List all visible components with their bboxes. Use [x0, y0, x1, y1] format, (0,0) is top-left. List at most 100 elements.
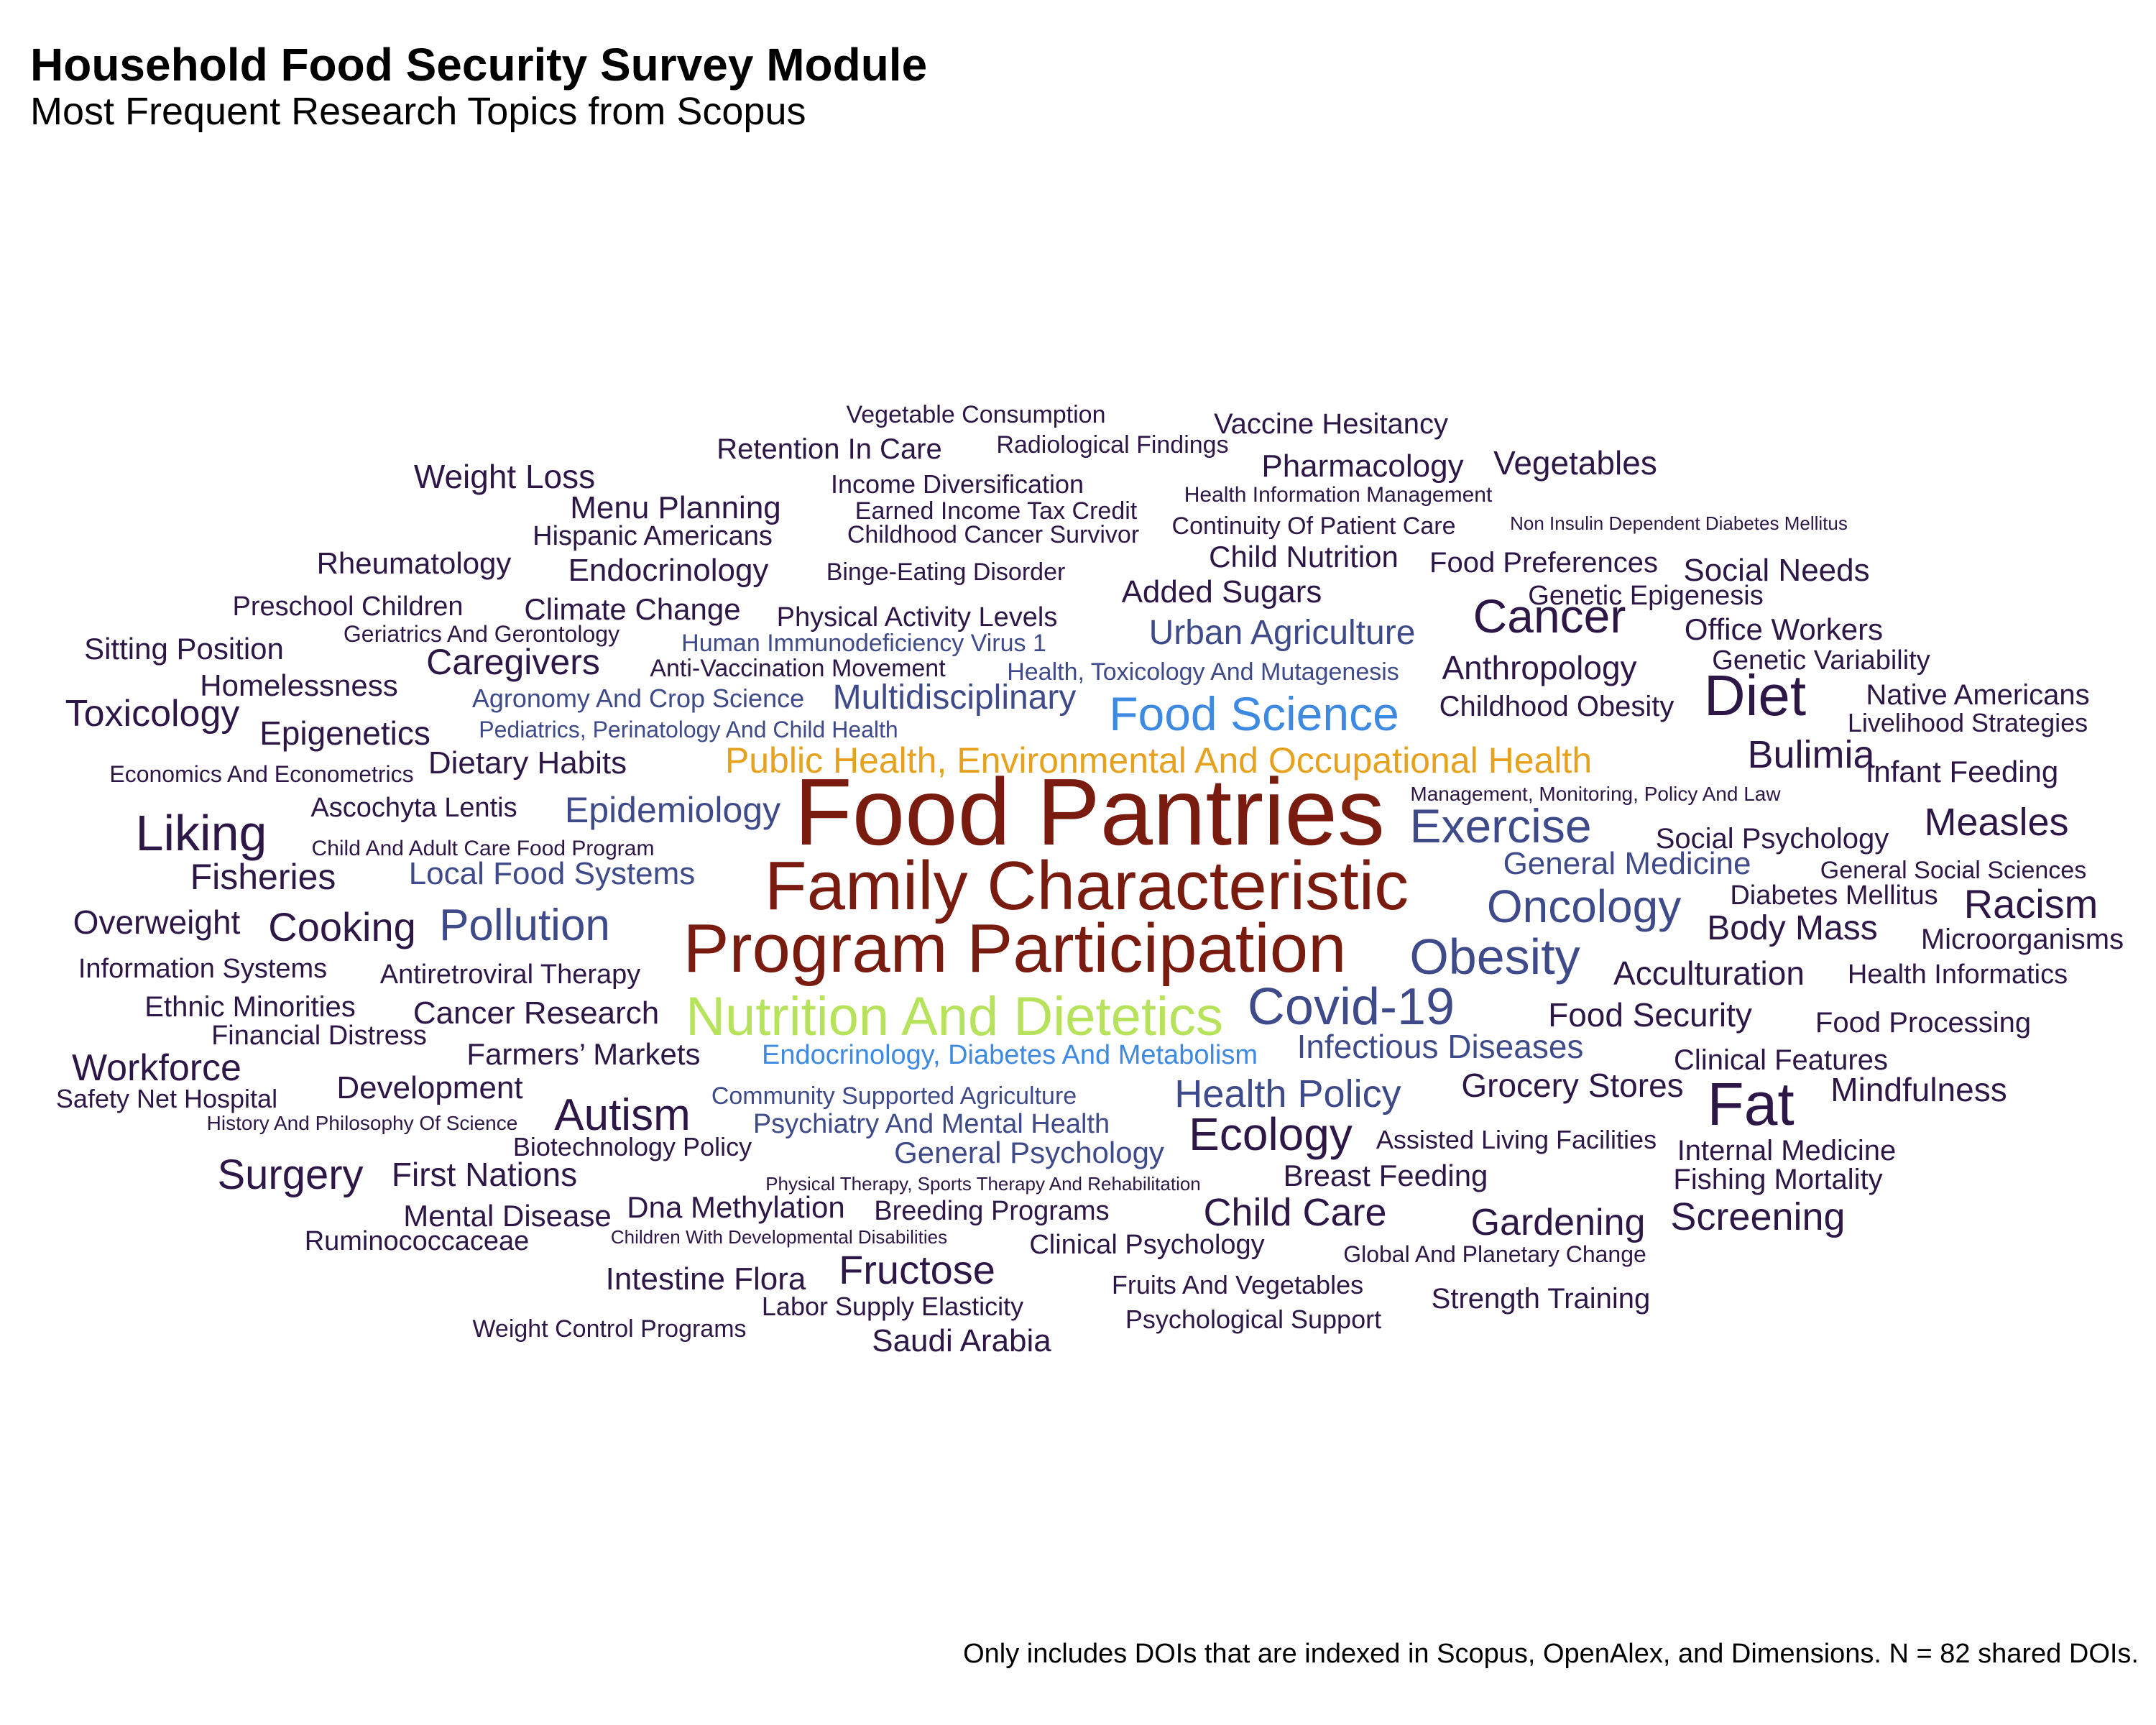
word-pediatrics-perinatology-and-child-health: Pediatrics, Perinatology And Child Healt… [479, 717, 898, 742]
word-preschool-children: Preschool Children [232, 592, 463, 622]
chart-subtitle: Most Frequent Research Topics from Scopu… [30, 90, 806, 133]
word-retention-in-care: Retention In Care [717, 433, 942, 465]
word-local-food-systems: Local Food Systems [409, 856, 696, 891]
word-diabetes-mellitus: Diabetes Mellitus [1730, 880, 1938, 911]
word-saudi-arabia: Saudi Arabia [872, 1323, 1051, 1358]
word-acculturation: Acculturation [1613, 954, 1805, 992]
word-intestine-flora: Intestine Flora [606, 1261, 806, 1297]
word-mindfulness: Mindfulness [1830, 1071, 2007, 1108]
word-added-sugars: Added Sugars [1122, 574, 1322, 610]
word-overweight: Overweight [73, 903, 241, 941]
word-food-preferences: Food Preferences [1429, 547, 1658, 579]
word-general-medicine: General Medicine [1503, 846, 1751, 881]
word-genetic-variability: Genetic Variability [1712, 645, 1930, 676]
word-screening: Screening [1670, 1195, 1845, 1238]
word-physical-activity-levels: Physical Activity Levels [777, 602, 1058, 632]
word-income-diversification: Income Diversification [831, 469, 1084, 499]
word-binge-eating-disorder: Binge-Eating Disorder [826, 558, 1066, 586]
word-labor-supply-elasticity: Labor Supply Elasticity [762, 1292, 1023, 1321]
word-grocery-stores: Grocery Stores [1461, 1067, 1683, 1104]
word-homelessness: Homelessness [200, 668, 397, 702]
word-anti-vaccination-movement: Anti-Vaccination Movement [650, 655, 946, 682]
word-dietary-habits: Dietary Habits [428, 745, 627, 781]
word-general-social-sciences: General Social Sciences [1820, 857, 2086, 884]
word-epidemiology: Epidemiology [565, 790, 780, 830]
word-clinical-psychology: Clinical Psychology [1029, 1230, 1264, 1260]
word-anthropology: Anthropology [1442, 649, 1636, 686]
word-fructose: Fructose [839, 1247, 995, 1292]
word-first-nations: First Nations [392, 1156, 577, 1193]
word-gardening: Gardening [1471, 1202, 1646, 1243]
word-health-information-management: Health Information Management [1184, 483, 1493, 507]
word-cancer: Cancer [1473, 589, 1626, 643]
word-children-with-developmental-disabilities: Children With Developmental Disabilities [611, 1226, 947, 1248]
word-cooking: Cooking [268, 904, 415, 949]
word-pharmacology: Pharmacology [1261, 448, 1463, 484]
word-food-pantries: Food Pantries [794, 759, 1385, 865]
word-climate-change: Climate Change [524, 592, 740, 626]
word-fruits-and-vegetables: Fruits And Vegetables [1112, 1270, 1363, 1300]
word-microorganisms: Microorganisms [1921, 924, 2124, 955]
word-general-psychology: General Psychology [894, 1136, 1164, 1169]
word-nutrition-and-dietetics: Nutrition And Dietetics [686, 986, 1223, 1047]
word-caregivers: Caregivers [426, 642, 600, 682]
word-geriatrics-and-gerontology: Geriatrics And Gerontology [344, 621, 619, 647]
word-ecology: Ecology [1189, 1108, 1353, 1160]
word-exercise: Exercise [1409, 799, 1591, 852]
word-biotechnology-policy: Biotechnology Policy [513, 1132, 752, 1162]
word-menu-planning: Menu Planning [570, 490, 781, 525]
word-toxicology: Toxicology [65, 693, 240, 735]
word-safety-net-hospital: Safety Net Hospital [56, 1084, 277, 1113]
word-weight-loss: Weight Loss [414, 458, 595, 495]
word-pollution: Pollution [439, 901, 610, 950]
word-fisheries: Fisheries [190, 857, 336, 897]
word-radiological-findings: Radiological Findings [996, 431, 1228, 459]
word-endocrinology-diabetes-and-metabolism: Endocrinology, Diabetes And Metabolism [762, 1040, 1258, 1070]
word-psychological-support: Psychological Support [1125, 1305, 1381, 1334]
word-information-systems: Information Systems [78, 954, 327, 984]
word-rheumatology: Rheumatology [317, 546, 512, 580]
word-sitting-position: Sitting Position [84, 632, 284, 666]
word-psychiatry-and-mental-health: Psychiatry And Mental Health [753, 1109, 1110, 1139]
word-social-needs: Social Needs [1683, 553, 1869, 588]
word-continuity-of-patient-care: Continuity Of Patient Care [1172, 512, 1456, 540]
word-genetic-epigenesis: Genetic Epigenesis [1528, 581, 1763, 611]
word-oncology: Oncology [1487, 880, 1681, 932]
word-family-characteristic: Family Characteristic [765, 847, 1409, 924]
word-breeding-programs: Breeding Programs [874, 1196, 1109, 1226]
word-social-psychology: Social Psychology [1656, 823, 1889, 855]
word-food-science: Food Science [1109, 687, 1399, 740]
word-farmers-markets: Farmers’ Markets [466, 1037, 700, 1071]
word-urban-agriculture: Urban Agriculture [1149, 614, 1416, 652]
word-fishing-mortality: Fishing Mortality [1673, 1164, 1882, 1195]
word-covid-19: Covid-19 [1248, 978, 1455, 1036]
word-ethnic-minorities: Ethnic Minorities [144, 991, 355, 1023]
word-fat: Fat [1707, 1070, 1794, 1138]
word-non-insulin-dependent-diabetes-mellitus: Non Insulin Dependent Diabetes Mellitus [1510, 512, 1848, 534]
word-economics-and-econometrics: Economics And Econometrics [109, 761, 413, 787]
word-diet: Diet [1704, 663, 1806, 727]
word-history-and-philosophy-of-science: History And Philosophy Of Science [207, 1112, 518, 1134]
word-earned-income-tax-credit: Earned Income Tax Credit [855, 497, 1138, 525]
word-racism: Racism [1964, 881, 2099, 926]
word-multidisciplinary: Multidisciplinary [833, 678, 1077, 717]
word-ruminococcaceae: Ruminococcaceae [305, 1226, 530, 1256]
word-child-nutrition: Child Nutrition [1209, 540, 1399, 574]
word-obesity: Obesity [1409, 929, 1580, 985]
word-health-informatics: Health Informatics [1848, 960, 2068, 990]
word-mental-disease: Mental Disease [403, 1199, 611, 1233]
word-surgery: Surgery [217, 1151, 363, 1198]
word-agronomy-and-crop-science: Agronomy And Crop Science [472, 684, 804, 713]
word-weight-control-programs: Weight Control Programs [472, 1315, 746, 1343]
word-cancer-research: Cancer Research [413, 995, 659, 1031]
word-epigenetics: Epigenetics [259, 714, 430, 752]
word-financial-distress: Financial Distress [211, 1021, 427, 1051]
word-management-monitoring-policy-and-law: Management, Monitoring, Policy And Law [1410, 783, 1781, 805]
word-infectious-diseases: Infectious Diseases [1297, 1028, 1584, 1065]
word-assisted-living-facilities: Assisted Living Facilities [1376, 1125, 1657, 1154]
word-breast-feeding: Breast Feeding [1284, 1159, 1488, 1192]
word-health-policy: Health Policy [1174, 1072, 1401, 1116]
word-antiretroviral-therapy: Antiretroviral Therapy [380, 960, 641, 990]
word-workforce: Workforce [72, 1047, 241, 1089]
